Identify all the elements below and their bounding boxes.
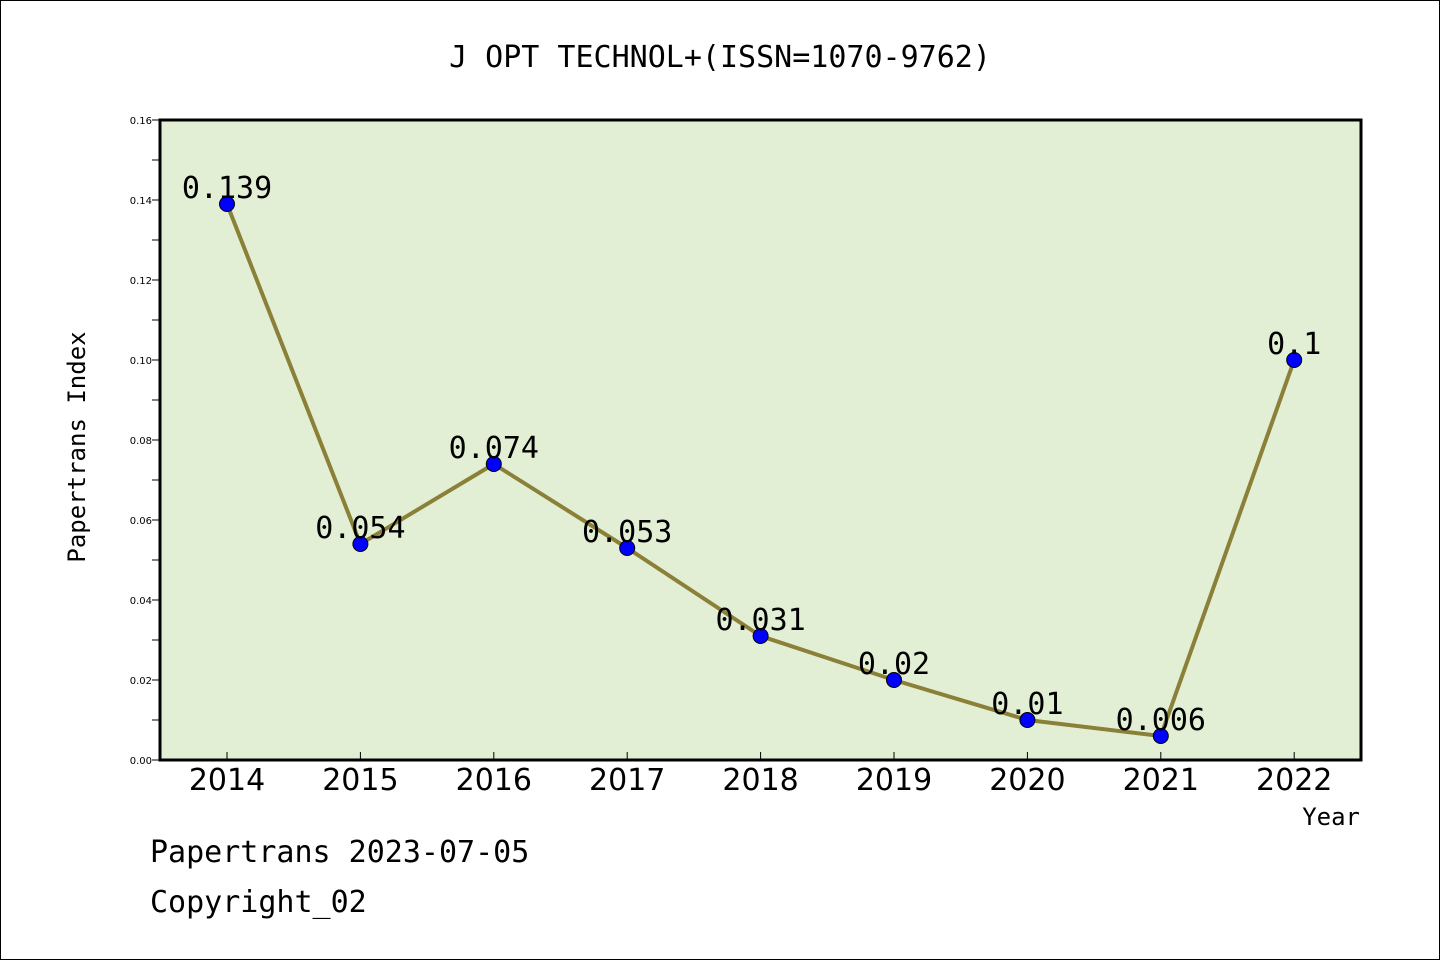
x-tick-label: 2022 — [1256, 763, 1332, 798]
x-tick-label: 2018 — [722, 763, 798, 798]
data-label-2017: 0.053 — [582, 515, 672, 550]
y-axis: 0.00 0.02 0.04 0.06 0.08 0.10 0.12 0.14 0.16 — [130, 116, 160, 767]
data-label-2021: 0.006 — [1116, 703, 1206, 738]
x-axis-label: Year — [1302, 803, 1360, 831]
data-point-2014 — [219, 196, 235, 212]
y-tick-label: 0.04 — [130, 596, 152, 607]
x-axis: 2014 2015 2016 2017 2018 2019 2020 2021 2022 — [189, 752, 1332, 798]
chart-title: J OPT TECHNOL+(ISSN=1070-9762) — [449, 40, 991, 75]
plot-area — [158, 118, 1363, 762]
data-point-2018 — [752, 628, 769, 644]
x-tick-label: 2014 — [189, 763, 265, 798]
y-axis-label: Papertrans Index — [63, 331, 91, 562]
data-point-2015 — [352, 536, 369, 552]
data-label-2016: 0.074 — [449, 431, 539, 466]
source-footer: Papertrans 2023-07-05 — [150, 835, 530, 870]
copyright-footer: Copyright_02 — [150, 885, 367, 920]
data-labels-group: 0.139 0.054 0.074 0.053 0.031 0.02 0.01 0.006 0.… — [182, 171, 1321, 738]
data-point-2019 — [886, 672, 902, 688]
y-tick-label: 0.06 — [130, 516, 152, 527]
data-point-2021 — [1152, 728, 1169, 744]
x-tick-label: 2019 — [856, 763, 932, 798]
y-tick-label: 0.08 — [130, 436, 152, 447]
data-point-2016 — [485, 456, 502, 472]
series-line-group — [219, 196, 1303, 744]
y-tick-label: 0.14 — [130, 196, 152, 207]
data-point-2017 — [619, 540, 636, 556]
x-tick-label: 2015 — [322, 763, 398, 798]
x-tick-label: 2021 — [1123, 763, 1199, 798]
data-point-2020 — [1019, 712, 1036, 728]
data-point-2022 — [1286, 352, 1303, 368]
data-label-2015: 0.054 — [315, 511, 405, 546]
data-label-2018: 0.031 — [715, 603, 805, 638]
x-tick-label: 2016 — [456, 763, 532, 798]
data-label-2019: 0.02 — [858, 647, 930, 682]
y-tick-label: 0.00 — [130, 756, 152, 767]
data-label-2022: 0.1 — [1267, 327, 1321, 362]
y-tick-label: 0.10 — [130, 356, 152, 367]
y-tick-label: 0.12 — [130, 276, 152, 287]
y-tick-label: 0.02 — [130, 676, 152, 687]
x-tick-label: 2020 — [989, 763, 1065, 798]
data-label-2014: 0.139 — [182, 171, 272, 206]
y-tick-label: 0.16 — [130, 116, 152, 127]
data-label-2020: 0.01 — [991, 687, 1063, 722]
x-tick-label: 2017 — [589, 763, 665, 798]
